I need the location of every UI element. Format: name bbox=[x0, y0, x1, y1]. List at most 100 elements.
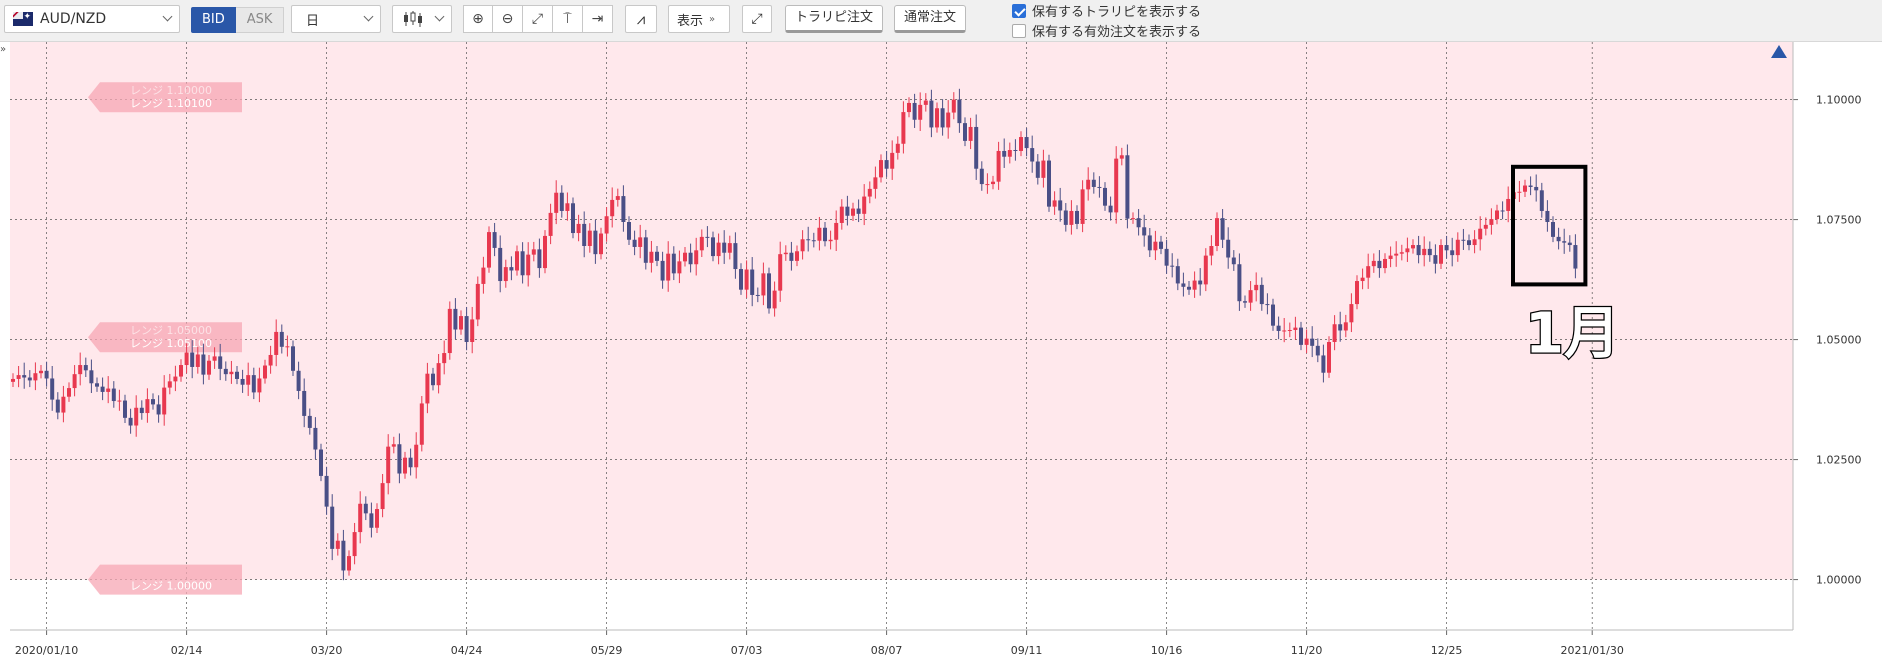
candle-body bbox=[806, 239, 811, 241]
trap-order-button[interactable]: トラリピ注文 bbox=[785, 5, 884, 33]
candle-body bbox=[302, 390, 307, 416]
zoom-out-button[interactable]: ⊖ bbox=[493, 5, 523, 33]
candle-body bbox=[688, 252, 693, 265]
candle-body bbox=[380, 483, 385, 510]
candle-body bbox=[403, 457, 407, 474]
candle-body bbox=[190, 352, 195, 367]
candle-body bbox=[1002, 150, 1007, 157]
candle-body bbox=[453, 308, 458, 330]
show-orders-checkbox[interactable]: 保有する有効注文を表示する bbox=[1012, 21, 1201, 40]
show-traps-checkbox[interactable]: 保有するトラリピを表示する bbox=[1012, 1, 1201, 20]
candle-body bbox=[1293, 327, 1298, 330]
candle-body bbox=[95, 383, 99, 387]
candle-body bbox=[1209, 246, 1214, 256]
chevron-down-icon bbox=[434, 11, 445, 22]
collapse-panel-icon[interactable]: » bbox=[0, 44, 7, 55]
candle-body bbox=[397, 444, 402, 474]
candle-body bbox=[1069, 210, 1074, 225]
checkbox-checked[interactable] bbox=[1012, 3, 1026, 18]
candle-body bbox=[699, 236, 704, 251]
indicator-button[interactable]: ⩘ bbox=[625, 5, 657, 33]
candle-body bbox=[548, 212, 553, 236]
candle-body bbox=[1315, 345, 1320, 356]
candle-body bbox=[907, 102, 911, 113]
candle-body bbox=[851, 208, 855, 216]
candle-body bbox=[1360, 277, 1365, 282]
candle-body bbox=[100, 386, 105, 392]
candle-body bbox=[1366, 266, 1371, 278]
candle-body bbox=[16, 375, 21, 379]
candle-body bbox=[1461, 239, 1466, 241]
candle-body bbox=[1349, 304, 1354, 323]
candle-body bbox=[173, 376, 178, 382]
jump-end-button[interactable]: ⇥ bbox=[583, 5, 613, 33]
display-menu[interactable]: 表示 » bbox=[668, 5, 730, 33]
candle-body bbox=[1567, 242, 1572, 246]
bid-button[interactable]: BID bbox=[191, 7, 236, 33]
candle-body bbox=[67, 388, 71, 397]
scroll-top-triangle-icon[interactable] bbox=[1771, 45, 1787, 58]
candle-body bbox=[1271, 304, 1275, 326]
candle-body bbox=[391, 444, 396, 447]
candle-body bbox=[27, 377, 32, 381]
candle-body bbox=[1287, 330, 1292, 331]
candle-body bbox=[778, 254, 783, 291]
candle-body bbox=[470, 319, 475, 342]
candle-body bbox=[727, 243, 732, 253]
candle-body bbox=[1164, 248, 1169, 266]
period-selector[interactable]: 日 bbox=[291, 5, 381, 33]
candle-body bbox=[218, 356, 223, 369]
candle-body bbox=[671, 253, 676, 274]
range-label-bottom: レンジ 1.05100 bbox=[130, 337, 212, 350]
candle-body bbox=[459, 316, 463, 330]
fit-button[interactable]: ⤢ bbox=[523, 5, 553, 33]
annotation-box bbox=[1511, 164, 1588, 287]
normal-order-button[interactable]: 通常注文 bbox=[894, 5, 967, 33]
candle-body bbox=[716, 242, 721, 257]
candle-body bbox=[335, 540, 340, 549]
checkbox-unchecked[interactable] bbox=[1012, 23, 1026, 38]
x-tick-label: 09/11 bbox=[1011, 644, 1043, 657]
candle-body bbox=[1108, 205, 1113, 213]
candle-body bbox=[1427, 248, 1432, 256]
display-label: 表示 bbox=[677, 13, 704, 29]
candle-body bbox=[621, 196, 626, 222]
candle-body bbox=[1041, 160, 1046, 178]
fullscreen-button[interactable]: ⤢ bbox=[742, 5, 772, 33]
candle-body bbox=[414, 444, 419, 468]
candle-body bbox=[1086, 179, 1091, 190]
candle-body bbox=[615, 196, 620, 200]
candle-body bbox=[251, 375, 256, 393]
ask-button[interactable]: ASK bbox=[235, 7, 285, 33]
candle-body bbox=[50, 378, 55, 400]
x-tick-label: 08/07 bbox=[871, 644, 903, 657]
x-tick-label: 12/25 bbox=[1431, 644, 1463, 657]
candle-body bbox=[1276, 325, 1281, 331]
range-label-top: レンジ 1.05000 bbox=[130, 324, 212, 337]
price-chart[interactable]: 2020/01/10 02/14 03/20 04/24 05/29 07/03 08/07… bbox=[0, 42, 1882, 661]
candle-body bbox=[1343, 322, 1348, 331]
range-label-bottom: レンジ 1.00000 bbox=[130, 580, 212, 593]
candle-body bbox=[1416, 245, 1421, 256]
candle-body bbox=[918, 104, 923, 120]
candle-body bbox=[156, 404, 161, 415]
candle-body bbox=[475, 283, 480, 320]
candle-body bbox=[683, 252, 687, 262]
candle-body bbox=[711, 237, 715, 257]
candle-body bbox=[1528, 185, 1533, 187]
candle-body bbox=[1411, 245, 1415, 249]
candle-body bbox=[89, 370, 94, 384]
expand-icon: ⤢ bbox=[751, 11, 763, 27]
chart-type-selector[interactable] bbox=[392, 5, 452, 33]
candle-body bbox=[1545, 210, 1550, 222]
candle-body bbox=[1058, 200, 1063, 211]
zoom-in-button[interactable]: ⊕ bbox=[463, 5, 493, 33]
lock-button[interactable]: ⍑ bbox=[553, 5, 583, 33]
candle-body bbox=[1556, 236, 1561, 242]
candle-body bbox=[655, 251, 659, 261]
x-tick-label: 2021/01/30 bbox=[1560, 644, 1623, 657]
candle-body bbox=[503, 267, 508, 282]
candle-body bbox=[257, 378, 262, 393]
symbol-selector[interactable]: AUD/NZD bbox=[4, 5, 180, 33]
candle-body bbox=[319, 449, 323, 476]
